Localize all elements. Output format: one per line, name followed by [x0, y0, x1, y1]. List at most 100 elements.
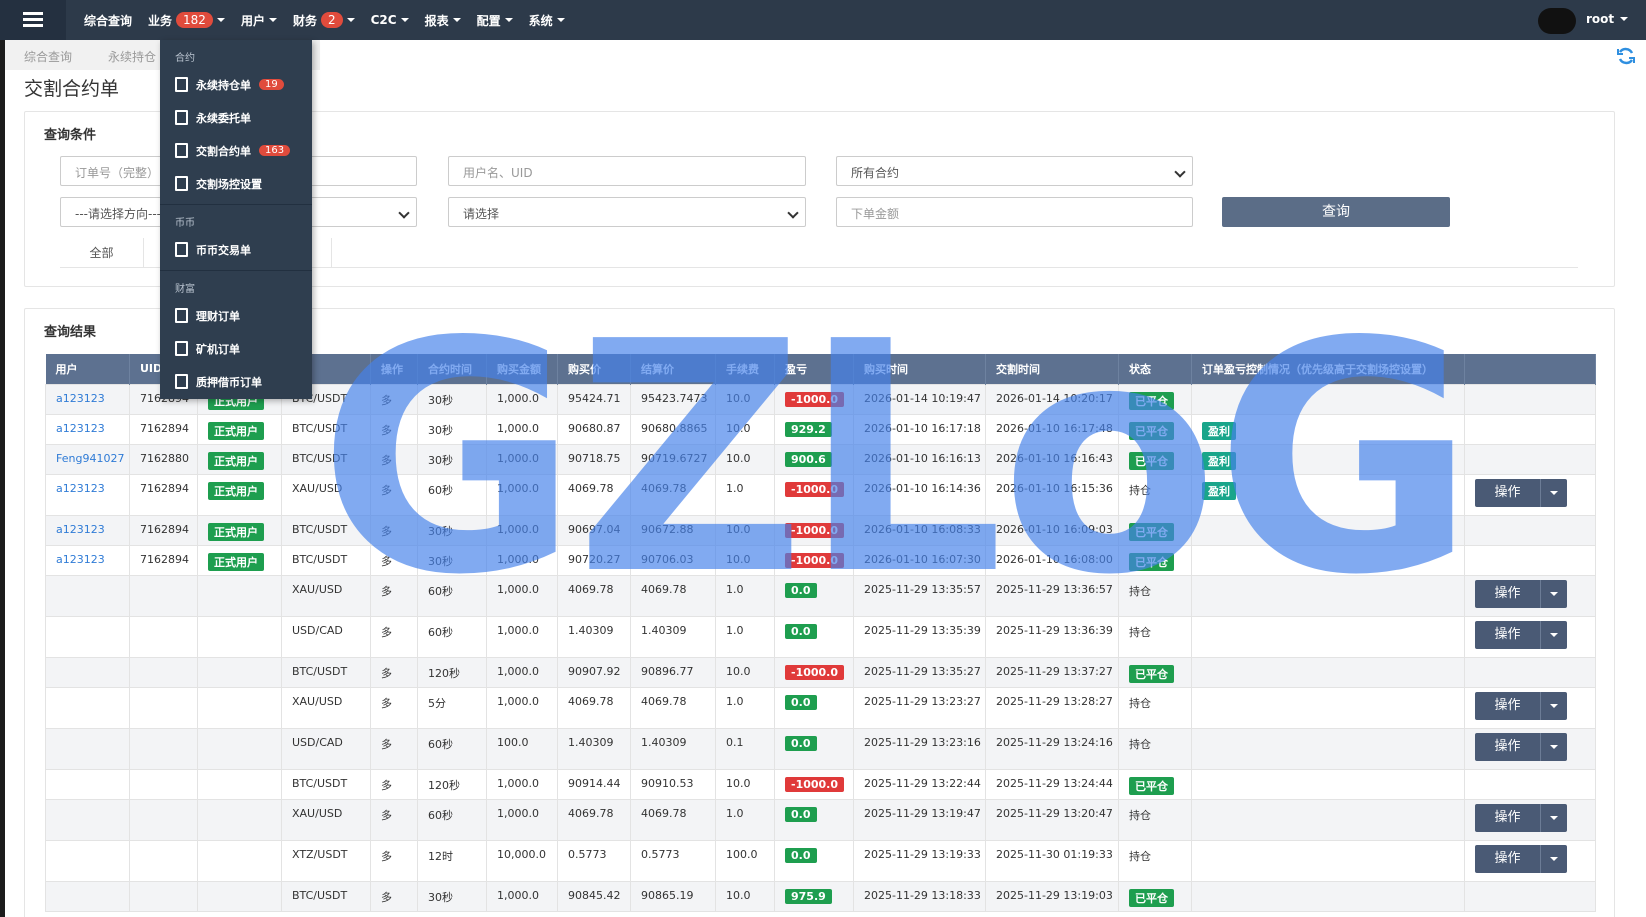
action-label: 操作	[1475, 692, 1541, 720]
cell-text: 多	[381, 696, 392, 710]
cell-text: 1.40309	[568, 623, 614, 637]
table-cell	[1464, 514, 1596, 546]
table-cell: 操作	[1464, 473, 1596, 516]
query-field[interactable]: 所有合约	[836, 156, 1193, 186]
menu-item[interactable]: 矿机订单	[160, 332, 312, 365]
user-link[interactable]: a123123	[56, 552, 105, 566]
status-badge: 已平仓	[1129, 391, 1174, 410]
query-field[interactable]: 请选择	[448, 197, 806, 227]
user-link[interactable]: a123123	[56, 481, 105, 495]
cell-text: 2025-11-29 13:35:57	[864, 582, 981, 596]
cell-text: 90697.04	[568, 522, 621, 536]
nav-label: 业务	[148, 13, 173, 28]
table-cell: 10.0	[715, 383, 775, 415]
header-text: 用户	[55, 362, 78, 376]
cell-text: 2025-11-29 13:28:27	[996, 694, 1113, 708]
action-button[interactable]: 操作	[1475, 692, 1567, 720]
cell-text: 30秒	[428, 890, 453, 904]
table-cell: 1,000.0	[486, 574, 558, 617]
action-dropdown[interactable]	[1541, 804, 1567, 832]
user-link[interactable]: a123123	[56, 421, 105, 435]
table-cell: 0.0	[774, 727, 854, 770]
user-type-badge: 正式用户	[208, 481, 264, 500]
chat-button[interactable]	[1538, 8, 1576, 34]
table-cell: 2026-01-14 10:19:47	[853, 383, 986, 415]
refresh-icon[interactable]	[1616, 46, 1636, 66]
tab[interactable]: 永续持仓	[108, 50, 157, 64]
menu-item[interactable]: 交割合约单 163	[160, 134, 312, 167]
nav-item[interactable]: 系统	[529, 12, 565, 29]
cell-text: XAU/USD	[292, 582, 343, 596]
user-menu[interactable]: root	[1586, 12, 1629, 26]
nav-item[interactable]: 配置	[477, 12, 513, 29]
nav-item[interactable]: C2C	[371, 13, 409, 27]
table-cell	[129, 656, 198, 688]
cell-text: 1,000.0	[497, 806, 539, 820]
menu-item[interactable]: 质押借币订单	[160, 365, 312, 398]
nav-item[interactable]: 财务 2	[293, 12, 355, 29]
action-dropdown[interactable]	[1541, 479, 1567, 507]
table-cell: 多	[370, 798, 418, 841]
action-dropdown[interactable]	[1541, 580, 1567, 608]
nav-label: 系统	[528, 13, 553, 28]
cell-text: 多	[381, 423, 392, 437]
filter-tab[interactable]: 全部	[60, 238, 144, 268]
action-button[interactable]: 操作	[1475, 479, 1567, 507]
table-cell: 100.0	[486, 727, 558, 770]
menu-item[interactable]: 币币交易单	[160, 233, 312, 266]
user-link[interactable]: a123123	[56, 391, 105, 405]
menu-item[interactable]: 交割场控设置	[160, 167, 312, 200]
action-dropdown[interactable]	[1541, 692, 1567, 720]
action-button[interactable]: 操作	[1475, 733, 1567, 761]
menu-item[interactable]: 永续委托单	[160, 101, 312, 134]
nav-items: 综合查询 业务 182 用户 财务 2 C2C 报表 配置 系统	[84, 0, 565, 40]
table-cell	[197, 686, 282, 729]
table-cell: 90697.04	[557, 514, 631, 546]
action-dropdown[interactable]	[1541, 621, 1567, 649]
cell-text: 4069.78	[641, 582, 687, 596]
cell-text: 10.0	[726, 522, 751, 536]
nav-item[interactable]: 用户	[241, 12, 277, 29]
table-cell: a123123	[45, 473, 130, 516]
cell-text: XAU/USD	[292, 481, 343, 495]
nav-item[interactable]: 综合查询	[84, 12, 132, 29]
query-field[interactable]: 下单金额	[836, 197, 1193, 227]
menu-section: 财富	[160, 270, 312, 299]
table-cell	[1464, 656, 1596, 688]
menu-toggle[interactable]	[0, 0, 66, 40]
header-text: 手续费	[726, 362, 759, 376]
user-link[interactable]: a123123	[56, 522, 105, 536]
table-cell: 0.0	[774, 574, 854, 617]
nav-item[interactable]: 报表	[425, 12, 461, 29]
nav-item[interactable]: 业务 182	[148, 12, 225, 29]
table-cell: 90720.27	[557, 544, 631, 576]
action-button[interactable]: 操作	[1475, 621, 1567, 649]
action-dropdown[interactable]	[1541, 733, 1567, 761]
table-cell: 0.5773	[630, 839, 716, 882]
status-badge: 已平仓	[1129, 776, 1174, 795]
menu-item[interactable]: 永续持仓单 19	[160, 68, 312, 101]
table-cell: 1.0	[715, 686, 775, 729]
action-button[interactable]: 操作	[1475, 804, 1567, 832]
menu-item[interactable]: 理财订单	[160, 299, 312, 332]
control-badge: 盈利	[1202, 481, 1236, 500]
user-link[interactable]: Feng941027	[56, 451, 125, 465]
search-button[interactable]: 查询	[1222, 197, 1450, 227]
table-cell: 4069.78	[557, 473, 631, 516]
query-field[interactable]: 用户名、UID	[448, 156, 806, 186]
table-cell: 2025-11-29 13:24:16	[985, 727, 1119, 770]
sidebar-edge	[0, 40, 5, 917]
cell-text: 2025-11-29 13:36:57	[996, 582, 1113, 596]
table-cell: 2026-01-10 16:14:36	[853, 473, 986, 516]
cell-text: 30秒	[428, 393, 453, 407]
action-dropdown[interactable]	[1541, 845, 1567, 873]
table-cell: 2026-01-10 16:07:30	[853, 544, 986, 576]
tab[interactable]: 综合查询	[24, 50, 73, 64]
cell-text: BTC/USDT	[292, 888, 348, 902]
table-cell: -1000.0	[774, 768, 854, 800]
action-button[interactable]: 操作	[1475, 580, 1567, 608]
cell-text: 1.40309	[568, 735, 614, 749]
table-cell: 1,000.0	[486, 514, 558, 546]
cell-text: 7162894	[140, 481, 189, 495]
action-button[interactable]: 操作	[1475, 845, 1567, 873]
